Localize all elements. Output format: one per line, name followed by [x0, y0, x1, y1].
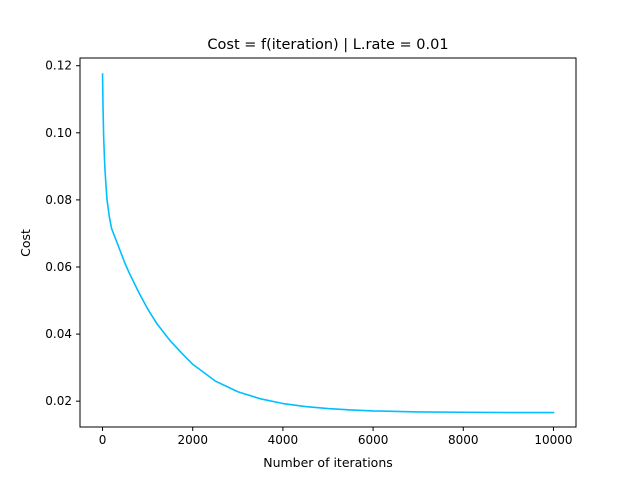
x-tick-label: 10000	[534, 433, 572, 447]
y-tick-label: 0.08	[45, 193, 72, 207]
y-axis-ticks: 0.02 0.04 0.06 0.08 0.10 0.12	[45, 59, 80, 408]
y-tick-label: 0.06	[45, 260, 72, 274]
x-axis-label: Number of iterations	[263, 455, 393, 470]
plot-area	[79, 57, 577, 428]
x-axis-ticks: 0 2000 4000 6000 8000 10000	[99, 427, 573, 447]
x-tick-label: 8000	[448, 433, 479, 447]
x-tick-label: 2000	[177, 433, 208, 447]
x-tick-label: 0	[99, 433, 107, 447]
chart-title: Cost = f(iteration) | L.rate = 0.01	[207, 37, 448, 53]
x-tick-label: 6000	[358, 433, 389, 447]
y-tick-label: 0.10	[45, 126, 72, 140]
y-tick-label: 0.02	[45, 394, 72, 408]
y-axis-label: Cost	[18, 229, 33, 257]
series-line-0	[101, 73, 555, 414]
x-tick-label: 4000	[268, 433, 299, 447]
y-tick-label: 0.12	[45, 59, 72, 73]
y-tick-label: 0.04	[45, 327, 72, 341]
axes-frame	[79, 57, 577, 428]
